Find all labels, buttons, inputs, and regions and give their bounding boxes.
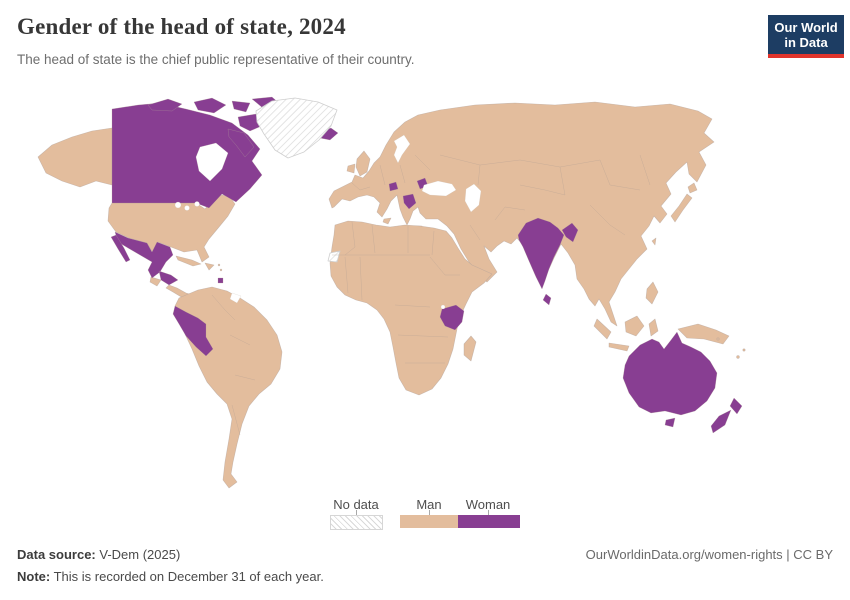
lake-victoria (440, 304, 446, 310)
region-baffin-island[interactable] (227, 128, 255, 158)
legend-swatch-no-data[interactable] (330, 515, 383, 530)
region-hokkaido[interactable] (687, 182, 698, 194)
region-canada-arctic-island[interactable] (147, 98, 183, 112)
owid-logo[interactable]: Our World in Data (768, 15, 844, 58)
woman-regions (110, 96, 743, 434)
region-hispaniola[interactable] (204, 262, 215, 271)
legend-swatch-woman[interactable] (458, 515, 520, 528)
legend-tick-man (429, 510, 430, 515)
region-eurasia[interactable] (328, 101, 715, 327)
region-trinidad[interactable] (217, 277, 224, 284)
great-lake (174, 201, 182, 209)
region-greenland[interactable] (255, 97, 338, 159)
region-greece-north-macedonia[interactable] (402, 193, 417, 210)
region-ireland[interactable] (346, 163, 356, 174)
note-label: Note: (17, 569, 51, 584)
owid-logo-line2: in Data (784, 35, 828, 50)
legend-label-no-data: No data (333, 497, 379, 512)
legend-swatch-man[interactable] (400, 515, 458, 528)
region-tanzania[interactable] (439, 304, 465, 331)
region-borneo[interactable] (624, 315, 645, 337)
region-lesser-antilles[interactable] (217, 263, 221, 267)
region-northeast-india[interactable] (561, 222, 579, 243)
region-new-zealand-south[interactable] (710, 409, 732, 434)
region-philippines[interactable] (645, 281, 659, 305)
region-pacific-island[interactable] (736, 355, 740, 359)
page-title: Gender of the head of state, 2024 (17, 14, 346, 39)
baltic-sea (393, 134, 411, 164)
region-africa[interactable] (329, 220, 493, 396)
great-lake (184, 205, 190, 211)
region-india[interactable] (517, 217, 565, 290)
region-cuba[interactable] (175, 255, 202, 267)
region-sicily[interactable] (382, 217, 392, 225)
region-honduras[interactable] (158, 270, 179, 286)
region-guatemala[interactable] (149, 276, 162, 287)
region-lesser-antilles[interactable] (219, 268, 223, 272)
region-sulawesi[interactable] (648, 318, 659, 337)
note-value: This is recorded on December 31 of each … (50, 569, 324, 584)
region-tasmania[interactable] (664, 417, 676, 428)
legend-tick-no-data (356, 510, 357, 515)
region-madagascar[interactable] (463, 335, 477, 362)
region-slovenia[interactable] (388, 181, 399, 192)
caspian-sea (464, 183, 482, 213)
inland-water (174, 134, 482, 310)
region-canada-arctic-island[interactable] (193, 97, 227, 114)
country-borders (211, 154, 651, 436)
data-source-label: Data source: (17, 547, 96, 562)
region-alaska[interactable] (37, 127, 113, 188)
owid-logo-line1: Our World (774, 20, 838, 35)
region-australia[interactable] (622, 331, 718, 416)
great-lake (194, 201, 200, 207)
legend-label-man: Man (416, 497, 442, 512)
data-source-value: V-Dem (2025) (95, 547, 181, 562)
data-source-line: Data source: V-Dem (2025) (17, 547, 180, 562)
region-united-kingdom[interactable] (355, 150, 371, 177)
page-subtitle: The head of state is the chief public re… (17, 52, 415, 67)
region-western-sahara[interactable] (327, 250, 341, 263)
region-java[interactable] (608, 342, 630, 352)
credit-link[interactable]: OurWorldinData.org/women-rights | CC BY (585, 547, 833, 562)
region-japan[interactable] (670, 193, 693, 223)
region-mexico[interactable] (114, 231, 174, 279)
region-sumatra[interactable] (593, 318, 612, 340)
region-sri-lanka[interactable] (542, 293, 552, 306)
no-data-regions (255, 97, 341, 263)
world-map-svg (37, 96, 746, 489)
region-taiwan[interactable] (651, 237, 657, 246)
legend-label-woman: Woman (465, 497, 511, 512)
region-solomon-islands[interactable] (716, 337, 720, 341)
hudson-bay (195, 142, 229, 182)
region-pacific-island[interactable] (742, 348, 746, 352)
note-line: Note: This is recorded on December 31 of… (17, 569, 324, 584)
region-new-zealand-north[interactable] (729, 397, 743, 415)
black-sea (421, 180, 457, 197)
french-guiana (229, 292, 242, 304)
region-baja-california[interactable] (110, 234, 131, 263)
legend-tick-woman (488, 510, 489, 515)
region-new-guinea[interactable] (677, 323, 730, 345)
world-map (0, 95, 850, 495)
region-canada-arctic-island[interactable] (231, 100, 251, 113)
region-peru[interactable] (172, 305, 214, 357)
